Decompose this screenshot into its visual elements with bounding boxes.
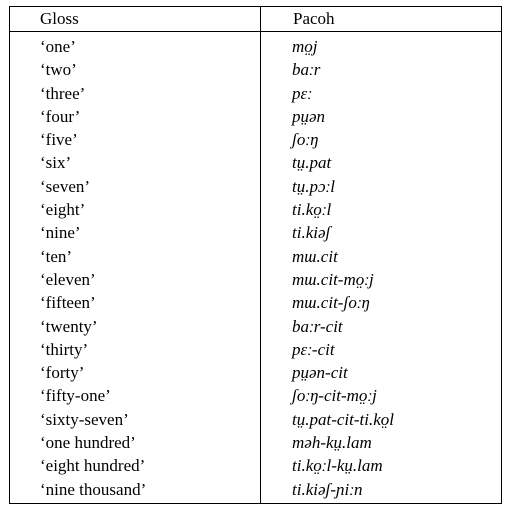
gloss-column-header: Gloss xyxy=(9,6,261,32)
gloss-cell: ‘twenty’ xyxy=(9,314,261,338)
table-row: ‘five’ ʃoːŋ xyxy=(9,128,502,152)
table-row: ‘six’ tṳ.pat xyxy=(9,151,502,175)
pacoh-cell: mɯ.cit-mo̤ːj xyxy=(260,267,502,292)
pacoh-cell: tṳ.pat-cit-ti.ko̤l xyxy=(260,407,502,432)
table-row: ‘eleven’ mɯ.cit-mo̤ːj xyxy=(9,267,502,292)
table-row: ‘fifty-one’ ʃoːŋ-cit-mo̤ːj xyxy=(9,384,502,408)
pacoh-cell: ti.kiəʃ-ɲiːn xyxy=(260,477,502,504)
table-row: ‘one’ mo̤j xyxy=(9,31,502,59)
table-row: ‘ten’ mɯ.cit xyxy=(9,244,502,268)
pacoh-cell: baːr-cit xyxy=(260,314,502,338)
table-row: ‘thirty’ pɛː-cit xyxy=(9,337,502,362)
gloss-cell: ‘eight’ xyxy=(9,198,261,222)
pacoh-cell: mɯ.cit xyxy=(260,244,502,268)
pacoh-column-header: Pacoh xyxy=(260,6,502,32)
pacoh-cell: mo̤j xyxy=(260,31,502,59)
gloss-cell: ‘thirty’ xyxy=(9,337,261,362)
table-row: ‘fifteen’ mɯ.cit-ʃoːŋ xyxy=(9,291,502,315)
gloss-cell: ‘eleven’ xyxy=(9,267,261,292)
table-row: ‘seven’ tṳ.pɔːl xyxy=(9,174,502,199)
header-row: Gloss Pacoh xyxy=(9,6,502,32)
gloss-cell: ‘sixty-seven’ xyxy=(9,407,261,432)
gloss-cell: ‘fifty-one’ xyxy=(9,384,261,408)
gloss-cell: ‘nine’ xyxy=(9,221,261,245)
pacoh-cell: ti.kiəʃ xyxy=(260,221,502,245)
gloss-cell: ‘one hundred’ xyxy=(9,431,261,455)
table-row: ‘four’ pṳən xyxy=(9,104,502,129)
table-row: ‘sixty-seven’ tṳ.pat-cit-ti.ko̤l xyxy=(9,407,502,432)
table-row: ‘nine thousand’ ti.kiəʃ-ɲiːn xyxy=(9,477,502,504)
gloss-cell: ‘eight hundred’ xyxy=(9,454,261,478)
gloss-cell: ‘one’ xyxy=(9,31,261,59)
table-body: ‘one’ mo̤j ‘two’ baːr ‘three’ pɛː ‘four’ pṳən ‘f… xyxy=(9,31,502,504)
pacoh-cell: baːr xyxy=(260,58,502,82)
table-row: ‘two’ baːr xyxy=(9,58,502,82)
pacoh-cell: pɛː xyxy=(260,81,502,105)
gloss-cell: ‘six’ xyxy=(9,151,261,175)
table-row: ‘forty’ pṳən-cit xyxy=(9,361,502,385)
table-row: ‘nine’ ti.kiəʃ xyxy=(9,221,502,245)
pacoh-cell: ti.ko̤ːl xyxy=(260,198,502,222)
pacoh-cell: pṳən-cit xyxy=(260,361,502,385)
pacoh-cell: mɯ.cit-ʃoːŋ xyxy=(260,291,502,315)
pacoh-cell: ti.ko̤ːl-kṳ.lam xyxy=(260,454,502,478)
pacoh-cell: tṳ.pɔːl xyxy=(260,174,502,199)
pacoh-cell: ʃoːŋ xyxy=(260,128,502,152)
gloss-cell: ‘seven’ xyxy=(9,174,261,199)
gloss-cell: ‘four’ xyxy=(9,104,261,129)
table-row: ‘three’ pɛː xyxy=(9,81,502,105)
gloss-cell: ‘fifteen’ xyxy=(9,291,261,315)
pacoh-cell: məh-kṳ.lam xyxy=(260,431,502,455)
pacoh-cell: pɛː-cit xyxy=(260,337,502,362)
gloss-cell: ‘ten’ xyxy=(9,244,261,268)
gloss-cell: ‘forty’ xyxy=(9,361,261,385)
pacoh-cell: ʃoːŋ-cit-mo̤ːj xyxy=(260,384,502,408)
gloss-cell: ‘three’ xyxy=(9,81,261,105)
pacoh-cell: pṳən xyxy=(260,104,502,129)
table-row: ‘twenty’ baːr-cit xyxy=(9,314,502,338)
table-header: Gloss Pacoh xyxy=(9,6,502,32)
table-row: ‘one hundred’ məh-kṳ.lam xyxy=(9,431,502,455)
gloss-cell: ‘five’ xyxy=(9,128,261,152)
table-row: ‘eight’ ti.ko̤ːl xyxy=(9,198,502,222)
table-row: ‘eight hundred’ ti.ko̤ːl-kṳ.lam xyxy=(9,454,502,478)
gloss-cell: ‘nine thousand’ xyxy=(9,477,261,504)
pacoh-cell: tṳ.pat xyxy=(260,151,502,175)
gloss-pacoh-table: Gloss Pacoh ‘one’ mo̤j ‘two’ baːr ‘three’ pɛː… xyxy=(9,6,502,504)
gloss-cell: ‘two’ xyxy=(9,58,261,82)
